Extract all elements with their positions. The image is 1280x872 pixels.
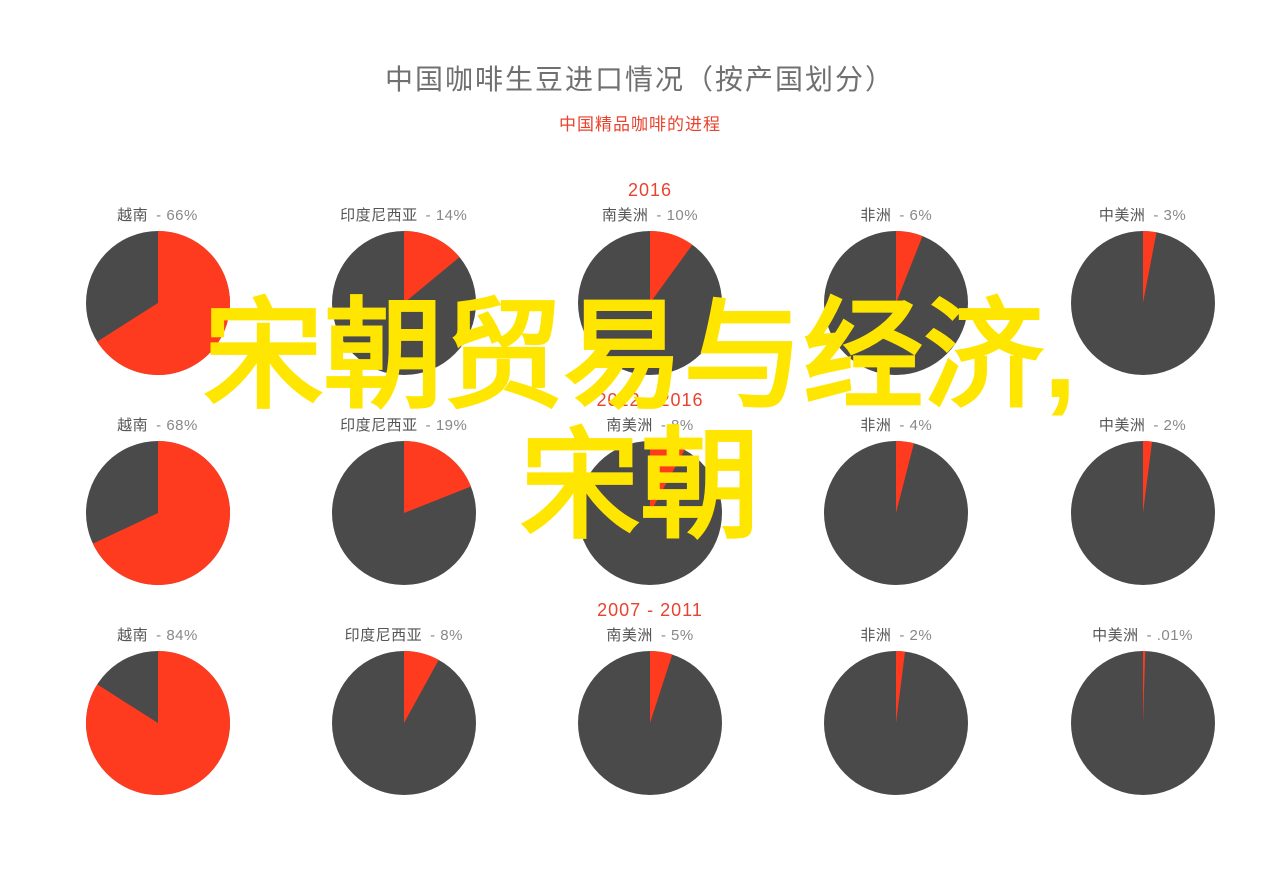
pie-cell: 越南 - 68% [70,414,245,585]
main-title: 中国咖啡生豆进口情况（按产国划分） [0,0,1280,98]
pie-category-label: 南美洲 [602,204,649,225]
pie-cell: 中美洲 - 2% [1055,414,1230,585]
sub-title: 中国精品咖啡的进程 [0,110,1280,135]
pie-percent-label: - 84% [156,627,198,644]
pie-row-group: 2016 越南 - 66% 印度尼西亚 - 14% 南美洲 - 10% 非洲 - 6% 中美洲 - … [70,180,1230,390]
pie-cell: 非洲 - 2% [809,624,984,795]
pie-caption: 印度尼西亚 - 14% [316,204,491,225]
pie-percent-label: - 68% [156,417,198,434]
pie-chart [1071,231,1215,375]
pie-cell: 中美洲 - .01% [1055,624,1230,795]
pie-cell: 越南 - 66% [70,204,245,375]
pie-chart [1071,441,1215,585]
pie-category-label: 越南 [117,204,148,225]
pie-chart [332,441,476,585]
pie-chart [1071,651,1215,795]
pie-cell: 越南 - 84% [70,624,245,795]
pie-cell: 非洲 - 4% [809,414,984,585]
pie-percent-label: - 3% [1153,207,1186,224]
pie-percent-label: - 10% [656,207,698,224]
pie-chart [86,651,230,795]
pie-category-label: 南美洲 [606,624,653,645]
pie-category-label: 非洲 [860,624,891,645]
pie-cell: 中美洲 - 3% [1055,204,1230,375]
pie-percent-label: - 14% [426,207,468,224]
pie-chart-grid: 2016 越南 - 66% 印度尼西亚 - 14% 南美洲 - 10% 非洲 - 6% 中美洲 - … [70,180,1230,810]
pie-cell: 南美洲 - 10% [563,204,738,375]
pie-row-group: 2007 - 2011 越南 - 84% 印度尼西亚 - 8% 南美洲 - 5% 非洲 - 2%… [70,600,1230,810]
pie-cell: 非洲 - 6% [809,204,984,375]
pie-row-group: 2012 - 2016 越南 - 68% 印度尼西亚 - 19% 南美洲 - 8% 非洲 - 4… [70,390,1230,600]
pie-cell: 印度尼西亚 - 19% [316,414,491,585]
pie-caption: 中美洲 - 2% [1055,414,1230,435]
pie-percent-label: - 4% [899,417,932,434]
pie-chart [86,231,230,375]
pie-caption: 越南 - 84% [70,624,245,645]
pie-cell: 南美洲 - 8% [563,414,738,585]
pie-chart [332,651,476,795]
pie-percent-label: - 6% [899,207,932,224]
pie-category-label: 中美洲 [1092,624,1139,645]
pie-percent-label: - 8% [661,417,694,434]
pie-category-label: 印度尼西亚 [340,414,418,435]
pie-cell: 印度尼西亚 - 8% [316,624,491,795]
pie-chart [824,441,968,585]
pie-category-label: 非洲 [860,414,891,435]
pie-caption: 非洲 - 2% [809,624,984,645]
pie-chart [824,651,968,795]
pie-category-label: 越南 [117,414,148,435]
row-year-label: 2007 - 2011 [70,600,1230,621]
pie-category-label: 非洲 [860,204,891,225]
pie-category-label: 南美洲 [606,414,653,435]
pie-chart [332,231,476,375]
pie-caption: 印度尼西亚 - 19% [316,414,491,435]
pie-caption: 南美洲 - 8% [563,414,738,435]
pie-chart [824,231,968,375]
pie-percent-label: - .01% [1147,627,1193,644]
pie-caption: 中美洲 - 3% [1055,204,1230,225]
pie-chart [578,441,722,585]
row-year-label: 2016 [70,180,1230,201]
pie-category-label: 越南 [117,624,148,645]
pie-caption: 非洲 - 6% [809,204,984,225]
pie-chart [86,441,230,585]
pie-caption: 越南 - 66% [70,204,245,225]
pie-row: 越南 - 66% 印度尼西亚 - 14% 南美洲 - 10% 非洲 - 6% 中美洲 - 3% [70,180,1230,375]
pie-caption: 南美洲 - 10% [563,204,738,225]
pie-percent-label: - 2% [1153,417,1186,434]
pie-category-label: 印度尼西亚 [345,624,423,645]
pie-chart [578,231,722,375]
pie-row: 越南 - 84% 印度尼西亚 - 8% 南美洲 - 5% 非洲 - 2% 中美洲 - .01% [70,600,1230,795]
pie-category-label: 印度尼西亚 [340,204,418,225]
pie-category-label: 中美洲 [1099,204,1146,225]
pie-chart [578,651,722,795]
pie-caption: 非洲 - 4% [809,414,984,435]
pie-caption: 越南 - 68% [70,414,245,435]
pie-cell: 印度尼西亚 - 14% [316,204,491,375]
pie-cell: 南美洲 - 5% [563,624,738,795]
pie-percent-label: - 8% [430,627,463,644]
pie-caption: 中美洲 - .01% [1055,624,1230,645]
pie-percent-label: - 19% [426,417,468,434]
pie-category-label: 中美洲 [1099,414,1146,435]
row-year-label: 2012 - 2016 [70,390,1230,411]
pie-row: 越南 - 68% 印度尼西亚 - 19% 南美洲 - 8% 非洲 - 4% 中美洲 - 2% [70,390,1230,585]
pie-percent-label: - 2% [899,627,932,644]
pie-caption: 南美洲 - 5% [563,624,738,645]
pie-caption: 印度尼西亚 - 8% [316,624,491,645]
pie-percent-label: - 5% [661,627,694,644]
pie-percent-label: - 66% [156,207,198,224]
